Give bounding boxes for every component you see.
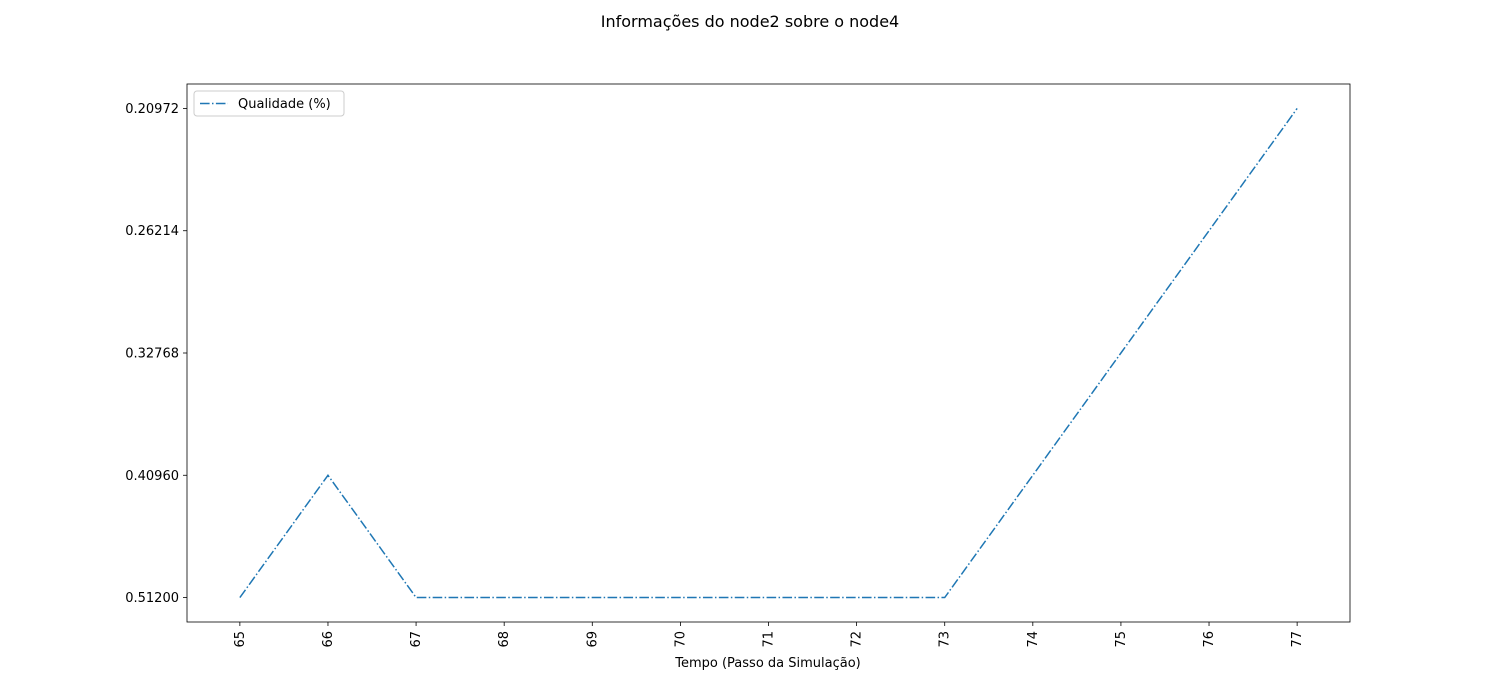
legend-label: Qualidade (%) [238,97,331,112]
x-tick-label: 77 [1290,631,1305,648]
legend: Qualidade (%) [193,90,345,117]
x-tick-label: 72 [850,631,865,648]
y-tick-label: 0.51200 [125,591,179,606]
x-axis-label: Tempo (Passo da Simulação) [674,656,861,671]
x-tick-label: 68 [497,631,512,648]
x-tick-label: 65 [233,631,248,648]
x-tick-label: 69 [585,631,600,648]
x-tick-label: 73 [938,631,953,648]
x-tick-label: 70 [673,631,688,648]
data-line [239,108,1298,599]
x-tick-label: 76 [1202,631,1217,648]
y-tick-label: 0.32768 [125,347,179,362]
y-tick-label: 0.26214 [125,224,179,239]
x-tick-label: 67 [409,631,424,648]
y-tick-label: 0.20972 [125,102,179,117]
x-tick-label: 71 [762,631,777,648]
x-tick-label: 74 [1026,631,1041,648]
legend-box [193,90,345,117]
plot-frame [186,83,1351,623]
y-tick-label: 0.40960 [125,469,179,484]
x-tick-label: 66 [321,631,336,648]
x-tick-label: 75 [1114,631,1129,648]
chart-title: Informações do node2 sobre o node4 [601,12,899,31]
